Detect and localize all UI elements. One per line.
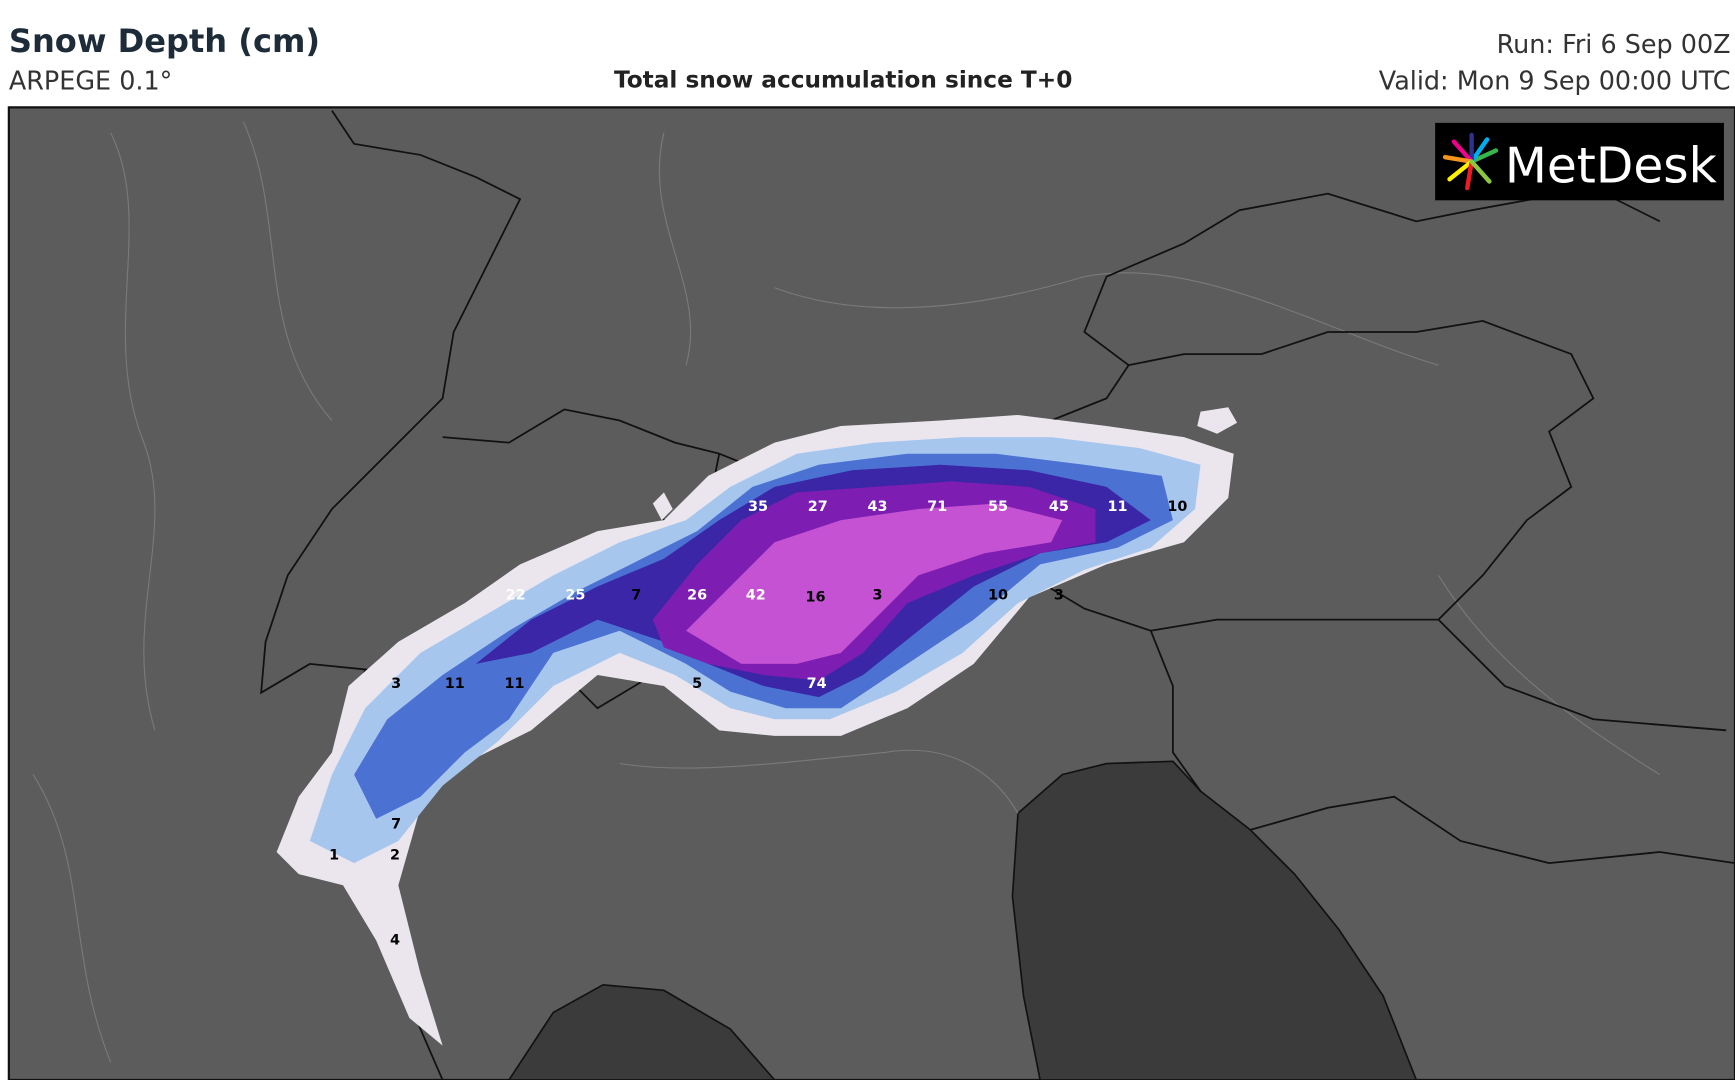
valid-time: Valid: Mon 9 Sep 00:00 UTC: [1379, 66, 1731, 96]
snow-depth-label: 3: [872, 587, 882, 603]
snow-depth-label: 74: [807, 676, 827, 692]
snow-depth-label: 11: [1108, 499, 1128, 515]
snow-depth-label: 43: [867, 499, 887, 515]
logo: MetDesk: [1435, 122, 1724, 201]
snow-depth-label: 16: [805, 590, 825, 606]
snow-depth-label: 10: [988, 587, 1008, 603]
rivers: [32, 121, 1661, 1063]
snow-depth-label: 26: [687, 587, 707, 603]
snow-depth-label: 22: [506, 587, 526, 603]
snow-depth-label: 71: [927, 499, 947, 515]
snow-depth-label: 55: [988, 499, 1008, 515]
snow-depth-label: 7: [391, 816, 401, 832]
snow-depth-label: 45: [1049, 499, 1069, 515]
snow-depth-label: 3: [391, 676, 401, 692]
snow-depth-label: 42: [746, 587, 766, 603]
snow-depth-label: 27: [808, 499, 828, 515]
snow-depth-label: 4: [390, 933, 400, 949]
snow-field: [276, 407, 1238, 1046]
snow-depth-label: 1: [329, 847, 339, 863]
model: ARPEGE 0.1°: [9, 66, 173, 96]
snow-depth-label: 11: [505, 676, 525, 692]
title: Snow Depth (cm): [9, 22, 320, 60]
snow-depth-label: 7: [631, 587, 641, 603]
snow-depth-label: 11: [445, 676, 465, 692]
logo-text: MetDesk: [1505, 139, 1718, 195]
description: Total snow accumulation since T+0: [614, 66, 1072, 93]
snow-depth-label: 2: [390, 847, 400, 863]
snow-depth-label: 35: [748, 499, 768, 515]
run-time: Run: Fri 6 Sep 00Z: [1497, 29, 1731, 59]
snow-depth-label: 25: [565, 587, 585, 603]
snow-depth-label: 5: [692, 676, 702, 692]
snow-depth-label: 10: [1167, 499, 1187, 515]
snow-depth-label: 3: [1054, 587, 1064, 603]
sea: [1011, 760, 1418, 1080]
